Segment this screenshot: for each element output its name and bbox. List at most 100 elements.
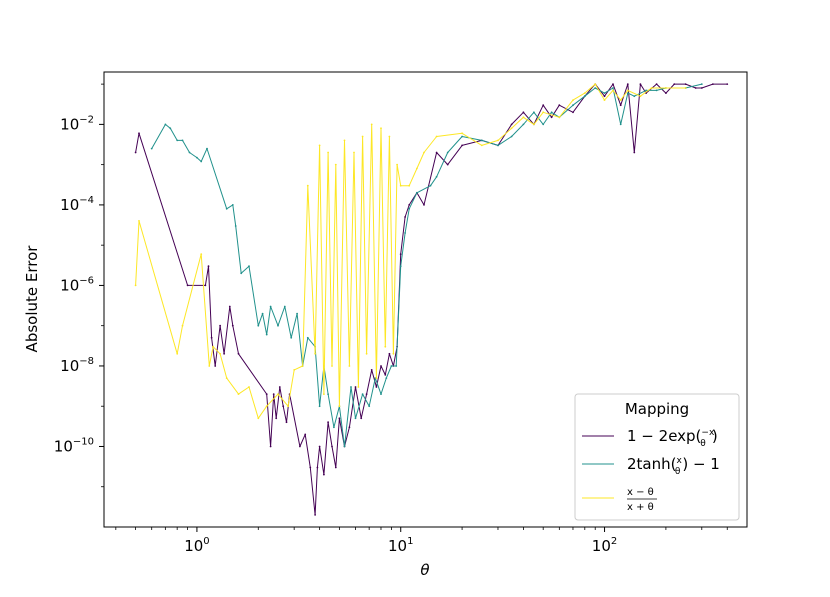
- series-0-point: [700, 87, 703, 89]
- series-1-point: [196, 156, 198, 159]
- series-2-point: [626, 89, 629, 92]
- series-2-point: [399, 184, 402, 187]
- series-2-point: [357, 386, 360, 388]
- series-2-point: [176, 352, 179, 355]
- series-0-point: [316, 466, 319, 469]
- series-2-point: [318, 144, 321, 147]
- series-0-point: [522, 111, 525, 114]
- series-2-point: [542, 111, 545, 114]
- series-0-point: [572, 111, 574, 114]
- series-0-point: [365, 393, 368, 395]
- series-1-point: [399, 265, 402, 268]
- series-0-point: [327, 421, 329, 424]
- series-1-point: [700, 83, 703, 85]
- series-2-point: [334, 163, 337, 166]
- series-0-point: [210, 336, 213, 339]
- series-2-point: [365, 352, 368, 355]
- series-2-point: [314, 352, 316, 355]
- series-1-point: [188, 151, 191, 154]
- series-1-point: [385, 377, 388, 379]
- series-0-point: [338, 417, 341, 420]
- series-2-point: [306, 184, 309, 187]
- series-1-point: [350, 386, 352, 388]
- series-1-point: [290, 336, 293, 339]
- series-0-point: [673, 83, 676, 85]
- series-2-point: [461, 132, 463, 135]
- y-tick-label: 10−2: [60, 114, 94, 133]
- series-0-point: [388, 352, 391, 355]
- series-0-point: [237, 352, 240, 355]
- series-1-point: [181, 139, 184, 142]
- series-0-point: [309, 466, 312, 469]
- y-tick-label: 10−10: [54, 436, 94, 455]
- series-0-point: [272, 393, 275, 395]
- series-1-point: [306, 336, 309, 339]
- series-2-point: [384, 345, 387, 348]
- series-1-point: [655, 89, 658, 92]
- series-0-point: [360, 417, 363, 420]
- series-0-point: [558, 104, 561, 107]
- series-2-point: [293, 369, 296, 371]
- series-0-point: [223, 352, 226, 355]
- series-0-point: [219, 324, 222, 327]
- series-2-point: [200, 253, 203, 256]
- series-2-point: [327, 151, 329, 154]
- series-0-point: [726, 83, 729, 85]
- series-1-point: [461, 135, 463, 138]
- series-1-point: [603, 92, 606, 94]
- series-1-point: [408, 207, 411, 210]
- series-0-point: [510, 123, 513, 126]
- series-2-point: [603, 99, 606, 101]
- series-2-point: [257, 417, 260, 420]
- series-2-point: [375, 377, 378, 379]
- y-tick-label: 10−8: [60, 356, 94, 375]
- series-1-point: [283, 305, 286, 308]
- series-1-point: [234, 225, 237, 227]
- series-0-point: [550, 116, 553, 119]
- series-1-point: [318, 405, 321, 408]
- series-1-point: [594, 87, 597, 89]
- series-1-point: [435, 175, 438, 178]
- series-2-point: [408, 184, 411, 187]
- series-1-point: [416, 191, 418, 194]
- series-0-point: [231, 324, 234, 327]
- series-0-point: [278, 386, 281, 388]
- series-2-point: [558, 116, 561, 119]
- series-0-point: [384, 374, 387, 376]
- series-2-point: [583, 92, 586, 94]
- series-1-point: [395, 365, 398, 367]
- series-2-point: [138, 220, 140, 222]
- series-1-point: [164, 123, 167, 126]
- series-1-point: [429, 184, 432, 187]
- legend-label-2: x − θ x + θ: [627, 487, 657, 513]
- series-0-point: [404, 216, 406, 218]
- series-2-point: [510, 127, 513, 130]
- series-1-point: [626, 92, 629, 94]
- series-0-point: [694, 87, 697, 89]
- series-1-point: [225, 207, 228, 210]
- series-0-point: [214, 365, 217, 367]
- series-2-point: [572, 99, 574, 101]
- series-1-point: [240, 272, 243, 275]
- series-2-point: [435, 135, 438, 138]
- series-2-point: [533, 123, 535, 126]
- series-0-point: [684, 83, 687, 85]
- series-1-point: [169, 127, 172, 130]
- series-0-point: [314, 514, 316, 516]
- series-2-point: [237, 393, 240, 395]
- y-axis-label: Absolute Error: [23, 245, 41, 353]
- series-0-point: [299, 445, 301, 448]
- series-2-point: [331, 365, 333, 367]
- series-2-point: [423, 151, 425, 154]
- series-1-point: [343, 445, 346, 448]
- series-1-point: [248, 265, 250, 268]
- series-1-point: [633, 95, 636, 98]
- series-0-point: [408, 204, 411, 206]
- series-2-point: [480, 144, 483, 147]
- series-1-point: [265, 333, 268, 336]
- series-2-point: [594, 83, 597, 85]
- series-1-point: [550, 111, 553, 114]
- legend-label-0: 1 − 2exp(−x θ): [627, 427, 718, 449]
- series-2-point: [684, 87, 687, 89]
